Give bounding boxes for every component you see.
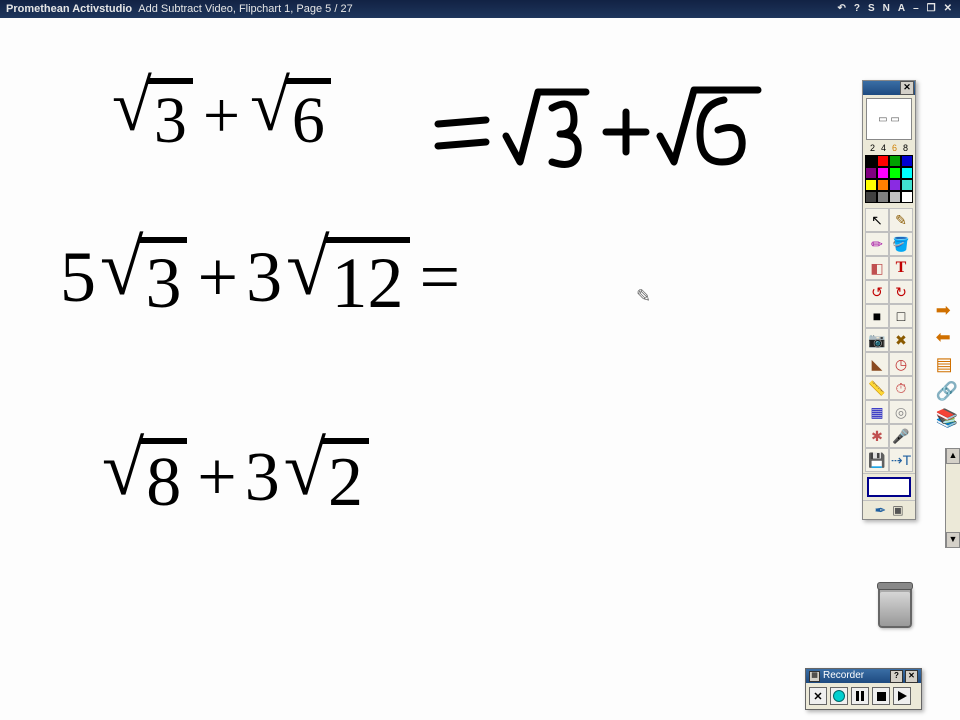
scroll-down-icon[interactable]: ▼: [946, 532, 960, 548]
save-tool[interactable]: 💾: [865, 448, 889, 472]
redo-tool[interactable]: ↻: [889, 280, 913, 304]
sqrt-icon: √8: [102, 438, 187, 518]
recorder-tool[interactable]: 🎤: [889, 424, 913, 448]
selection-tool[interactable]: ↖: [865, 208, 889, 232]
color-swatch[interactable]: [901, 179, 913, 191]
flipchart-canvas[interactable]: √3 + √6 5 √3 + 3 √12 = √8 + 3 √2 ✎: [0, 18, 960, 720]
color-black[interactable]: ■: [865, 304, 889, 328]
toolbox-panel[interactable]: ✕ ▭ ▭ 2468 ↖✎✏🪣◧T↺↻■□📷✖◣◷📏⏱▦◎✱🎤💾⇢T ✒ ▣: [862, 80, 916, 520]
next-page-arrow[interactable]: ➡: [936, 300, 958, 321]
camera-small-icon[interactable]: ▣: [892, 503, 903, 517]
equation-2-typeset: 5 √3 + 3 √12 =: [60, 236, 468, 319]
color-swatch[interactable]: [901, 167, 913, 179]
recorder-record-button[interactable]: [830, 687, 848, 705]
pen-width-4[interactable]: 4: [881, 143, 886, 153]
equation-1-typeset: √3 + √6: [110, 78, 333, 154]
undo-tool[interactable]: ↺: [865, 280, 889, 304]
shape-tool-row[interactable]: [863, 473, 915, 500]
recorder-panel[interactable]: ▦Recorder ? ✕ ✕: [805, 668, 922, 710]
eraser-tool[interactable]: ◧: [865, 256, 889, 280]
color-swatch[interactable]: [865, 179, 877, 191]
pen-icon[interactable]: ✒: [874, 502, 886, 519]
resource-library[interactable]: 📚: [936, 408, 958, 429]
equation-1-handwritten: [428, 80, 788, 190]
recorder-title: Recorder: [823, 669, 864, 683]
color-swatch[interactable]: [877, 167, 889, 179]
vertical-scrollbar[interactable]: ▲ ▼: [945, 448, 960, 548]
pen-width-6[interactable]: 6: [892, 143, 897, 153]
pen-width-2[interactable]: 2: [870, 143, 875, 153]
sqrt-icon: √3: [100, 237, 187, 319]
minimize-icon[interactable]: –: [913, 0, 921, 18]
link-tool[interactable]: ⇢T: [889, 448, 913, 472]
color-swatch[interactable]: [877, 155, 889, 167]
color-palette[interactable]: [863, 153, 915, 207]
pen-tool[interactable]: ✎: [889, 208, 913, 232]
text-tool[interactable]: T: [889, 256, 913, 280]
color-swatch[interactable]: [889, 167, 901, 179]
prev-page-arrow[interactable]: ⬅: [936, 327, 958, 348]
recorder-close-button[interactable]: ✕: [809, 687, 827, 705]
maximize-icon[interactable]: ❐: [927, 0, 938, 18]
close-icon[interactable]: ✕: [944, 0, 954, 18]
sqrt-icon: √12: [286, 237, 409, 319]
clock-tool[interactable]: ◷: [889, 352, 913, 376]
reveal-tool[interactable]: ◣: [865, 352, 889, 376]
pen-width-row[interactable]: 2468: [863, 143, 915, 153]
color-swatch[interactable]: [901, 155, 913, 167]
color-swatch[interactable]: [877, 191, 889, 203]
equation-3-typeset: √8 + 3 √2: [100, 438, 371, 518]
sqrt-icon: √2: [284, 438, 369, 518]
title-n-button[interactable]: N: [883, 0, 892, 18]
timer-tool[interactable]: ⏱: [889, 376, 913, 400]
color-swatch[interactable]: [865, 167, 877, 179]
help-icon[interactable]: ?: [890, 670, 903, 683]
camera-tool[interactable]: 📷: [865, 328, 889, 352]
sqrt-icon: √3: [112, 78, 193, 154]
origin-tool[interactable]: ✱: [865, 424, 889, 448]
help-icon[interactable]: ?: [854, 0, 862, 18]
color-swatch[interactable]: [865, 155, 877, 167]
scroll-up-icon[interactable]: ▲: [946, 448, 960, 464]
fill-tool[interactable]: 🪣: [889, 232, 913, 256]
highlighter-tool[interactable]: ✏: [865, 232, 889, 256]
recorder-stop-button[interactable]: [872, 687, 890, 705]
toolbox-titlebar[interactable]: ✕: [863, 81, 915, 95]
tool-grid: ↖✎✏🪣◧T↺↻■□📷✖◣◷📏⏱▦◎✱🎤💾⇢T: [863, 207, 915, 473]
trash-bin-icon[interactable]: [878, 586, 912, 628]
color-swatch[interactable]: [877, 179, 889, 191]
pen-width-8[interactable]: 8: [903, 143, 908, 153]
color-swatch[interactable]: [865, 191, 877, 203]
tools-tool[interactable]: ✖: [889, 328, 913, 352]
title-s-button[interactable]: S: [868, 0, 877, 18]
pen-cursor-icon: ✎: [636, 286, 651, 307]
title-text: Promethean Activstudio Add Subtract Vide…: [6, 0, 353, 18]
spotlight-tool[interactable]: ◎: [889, 400, 913, 424]
color-white[interactable]: □: [889, 304, 913, 328]
title-bar: Promethean Activstudio Add Subtract Vide…: [0, 0, 960, 18]
page-sorter[interactable]: ▤: [936, 354, 958, 375]
ruler-tool[interactable]: 📏: [865, 376, 889, 400]
menu-arrow-icon[interactable]: ↶: [837, 0, 847, 18]
color-swatch[interactable]: [901, 191, 913, 203]
link-browser[interactable]: 🔗: [936, 381, 958, 402]
color-swatch[interactable]: [889, 155, 901, 167]
page-preview[interactable]: ▭ ▭: [866, 98, 912, 140]
window-controls: ↶? SNA–❐ ✕: [837, 0, 954, 18]
grid-tool[interactable]: ▦: [865, 400, 889, 424]
recorder-play-button[interactable]: [893, 687, 911, 705]
toolbox-footer[interactable]: ✒ ▣: [863, 500, 915, 519]
title-a-button[interactable]: A: [898, 0, 907, 18]
color-swatch[interactable]: [889, 179, 901, 191]
recorder-pause-button[interactable]: [851, 687, 869, 705]
sqrt-icon: √6: [250, 78, 331, 154]
close-icon[interactable]: ✕: [905, 670, 918, 683]
rectangle-shape-icon[interactable]: [867, 477, 911, 497]
color-swatch[interactable]: [889, 191, 901, 203]
close-icon[interactable]: ✕: [900, 81, 914, 95]
